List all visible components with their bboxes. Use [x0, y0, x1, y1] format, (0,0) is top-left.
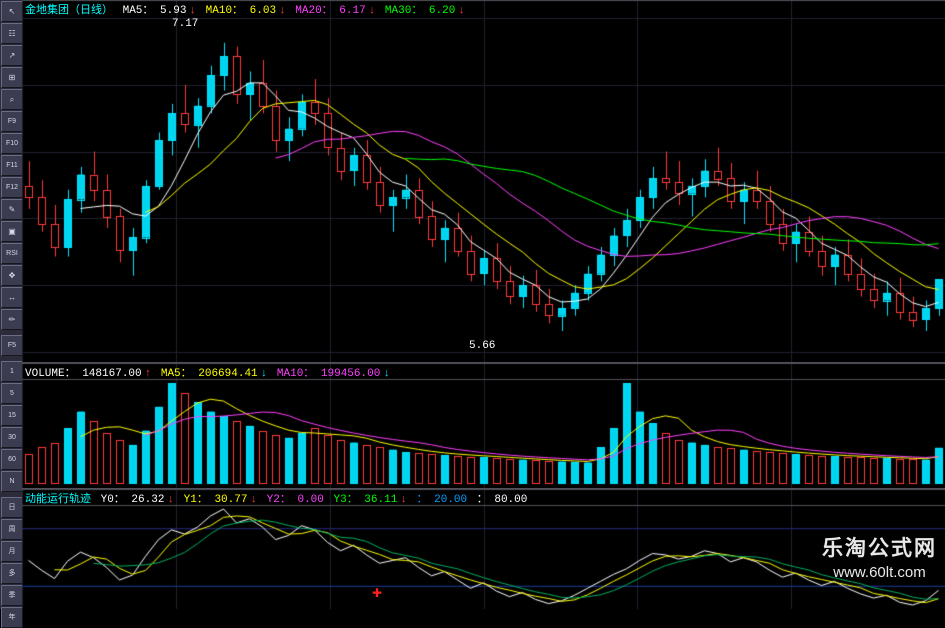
period-15-button[interactable]: 15	[1, 405, 23, 426]
period-year-button[interactable]: 年	[1, 607, 23, 628]
line-chart-tool-button[interactable]: ↗	[1, 45, 23, 66]
volume-arrow-icon: ↑	[144, 368, 152, 380]
price-pane-header: 金地集团（日线） MA5： 5.93 ↓ MA10： 6.03 ↓ MA20： 6.…	[25, 1, 468, 17]
toolbar-divider-2	[0, 356, 22, 360]
indicator-pane-header: 动能运行轨迹 Y0： 26.32 ↓ Y1： 30.77 ↓ Y2： 0.00 Y3…	[25, 490, 530, 506]
toolbar-divider-3	[0, 492, 22, 496]
watermark-line2: www.60lt.com	[833, 564, 926, 581]
period-quarter-button[interactable]: 季	[1, 585, 23, 606]
indicator-title: 动能运行轨迹	[25, 494, 91, 506]
volume-pane-bottom-border	[22, 488, 945, 489]
price-pane[interactable]: 金地集团（日线） MA5： 5.93 ↓ MA10： 6.03 ↓ MA20： 6.…	[22, 0, 945, 363]
indicator-chart-canvas[interactable]	[22, 489, 945, 609]
low-price-label: 5.66	[469, 340, 496, 352]
high-price-label: 7.17	[172, 18, 199, 30]
pencil-tool-button[interactable]: ✎	[1, 199, 23, 220]
price-chart-canvas[interactable]	[22, 0, 945, 363]
ma30-label: MA30： 6.20	[384, 5, 456, 17]
ma5-label: MA5： 5.93	[122, 5, 187, 17]
y3-label: Y3： 36.11	[333, 494, 398, 506]
y0-arrow-icon: ↓	[167, 494, 175, 506]
zoom-tool-button[interactable]: ⌕	[1, 89, 23, 110]
stock-title: 金地集团（日线）	[25, 5, 113, 17]
volume-pane[interactable]: VOLUME： 148167.00 ↑ MA5： 206694.41 ↓ MA10：…	[22, 363, 945, 489]
y1-label: Y1： 30.77	[183, 494, 248, 506]
period-multi-button[interactable]: 多	[1, 563, 23, 584]
vol-ma10-arrow-icon: ↓	[383, 368, 390, 380]
ma10-arrow-icon: ↓	[279, 5, 286, 17]
price-pane-bottom-border	[22, 362, 945, 363]
ma5-arrow-icon: ↓	[189, 5, 197, 17]
toolbar-divider	[0, 330, 22, 334]
chart-panes[interactable]: 金地集团（日线） MA5： 5.93 ↓ MA10： 6.03 ↓ MA20： 6.…	[22, 0, 945, 609]
period-day-button[interactable]: 日	[1, 497, 23, 518]
volume-chart-canvas[interactable]	[22, 363, 945, 489]
watermark: 乐淘公式网 www.60lt.com	[822, 532, 937, 581]
y2-label: Y2： 0.00	[266, 494, 324, 506]
period-1-button[interactable]: 1	[1, 361, 23, 382]
picture-tool-button[interactable]: ▣	[1, 221, 23, 242]
rsi-tool-button[interactable]: RSI	[1, 243, 23, 264]
band-high-label: ： 80.00	[476, 494, 528, 506]
period-30-button[interactable]: 30	[1, 427, 23, 448]
y3-arrow-icon: ↓	[400, 494, 407, 506]
ma20-arrow-icon: ↓	[368, 5, 376, 17]
grid-tool-button[interactable]: ⊞	[1, 67, 23, 88]
vol-ma5-label: MA5： 206694.41	[160, 368, 258, 380]
pan-tool-button[interactable]: ↔	[1, 287, 23, 308]
period-month-button[interactable]: 月	[1, 541, 23, 562]
period-5-button[interactable]: 5	[1, 383, 23, 404]
band-low-label: ： 20.00	[416, 494, 468, 506]
chart-style-tool-button[interactable]: ☷	[1, 23, 23, 44]
left-toolbar[interactable]: ↖ ☷ ↗ ⊞ ⌕ F9 F10 F11 F12 ✎ ▣ RSI ✥ ↔ ✏ F…	[0, 0, 23, 628]
f11-tool-button[interactable]: F11	[1, 155, 23, 176]
draw-tool-button[interactable]: ✏	[1, 309, 23, 330]
watermark-line1: 乐淘公式网	[822, 537, 937, 560]
move-tool-button[interactable]: ✥	[1, 265, 23, 286]
period-60-button[interactable]: 60	[1, 449, 23, 470]
vol-ma5-arrow-icon: ↓	[260, 368, 268, 380]
period-week-button[interactable]: 周	[1, 519, 23, 540]
ma10-label: MA10： 6.03	[205, 5, 277, 17]
volume-value-label: VOLUME： 148167.00	[25, 368, 142, 380]
crosshair-marker-icon: ✚	[372, 587, 383, 601]
y0-label: Y0： 26.32	[100, 494, 165, 506]
vol-ma10-label: MA10： 199456.00	[276, 368, 381, 380]
f9-tool-button[interactable]: F9	[1, 111, 23, 132]
period-n-button[interactable]: N	[1, 471, 23, 492]
volume-pane-header: VOLUME： 148167.00 ↑ MA5： 206694.41 ↓ MA10：…	[25, 364, 393, 380]
f10-tool-button[interactable]: F10	[1, 133, 23, 154]
y1-arrow-icon: ↓	[250, 494, 258, 506]
f5-tool-button[interactable]: F5	[1, 335, 23, 356]
cursor-tool-button[interactable]: ↖	[1, 1, 23, 22]
ma20-label: MA20： 6.17	[295, 5, 366, 17]
indicator-pane[interactable]: 动能运行轨迹 Y0： 26.32 ↓ Y1： 30.77 ↓ Y2： 0.00 Y3…	[22, 489, 945, 609]
f12-tool-button[interactable]: F12	[1, 177, 23, 198]
ma30-arrow-icon: ↓	[458, 5, 465, 17]
